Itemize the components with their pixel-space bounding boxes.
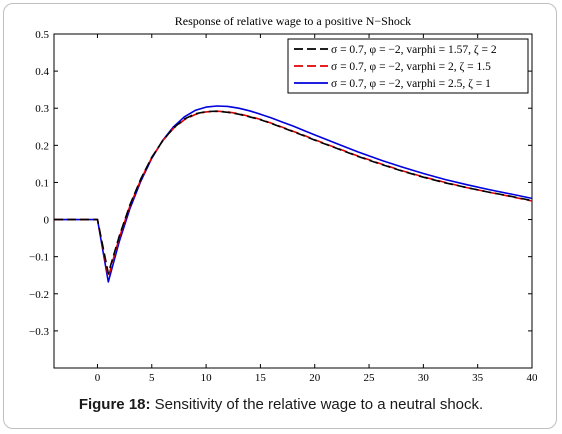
series-line-3	[54, 105, 533, 283]
caption-label: Figure 18:	[78, 396, 151, 413]
y-tick-label: −0.1	[29, 252, 49, 264]
x-tick-label: 5	[149, 372, 155, 384]
legend-label-3: σ = 0.7, φ = −2, varphi = 2.5, ζ = 1	[331, 78, 491, 90]
y-tick-label: 0.4	[35, 66, 49, 78]
x-tick-label: 0	[95, 372, 101, 384]
x-tick-label: 10	[201, 372, 213, 384]
figure-caption: Figure 18: Sensitivity of the relative w…	[0, 396, 562, 413]
caption-text: Sensitivity of the relative wage to a ne…	[150, 396, 484, 413]
x-tick-label: 25	[364, 372, 376, 384]
axis-ticks: 0 5 10 15 20 25 30 35 40 −0.3 −0.2 −0.1 0 0.1 0.2 0.3 0.…	[29, 29, 538, 384]
series-lines	[54, 105, 533, 283]
y-tick-label: 0.2	[35, 140, 49, 152]
legend-label-2: σ = 0.7, φ = −2, varphi = 2, ζ = 1.5	[331, 61, 491, 73]
y-tick-label: −0.3	[29, 326, 49, 338]
x-tick-label: 30	[418, 372, 430, 384]
x-tick-label: 40	[527, 372, 539, 384]
y-tick-label: 0.1	[35, 177, 49, 189]
series-line-1	[54, 110, 533, 275]
y-tick-label: 0.5	[35, 29, 49, 41]
x-tick-label: 15	[255, 372, 267, 384]
legend-label-1: σ = 0.7, φ = −2, varphi = 1.57, ζ = 2	[331, 44, 497, 56]
chart-title: Response of relative wage to a positive …	[175, 14, 411, 28]
y-tick-label: −0.2	[29, 289, 49, 301]
y-tick-label: 0.3	[35, 103, 49, 115]
legend: σ = 0.7, φ = −2, varphi = 1.57, ζ = 2 σ =…	[287, 38, 529, 94]
y-tick-label: 0	[44, 215, 50, 227]
x-tick-label: 35	[472, 372, 484, 384]
x-tick-label: 20	[309, 372, 321, 384]
